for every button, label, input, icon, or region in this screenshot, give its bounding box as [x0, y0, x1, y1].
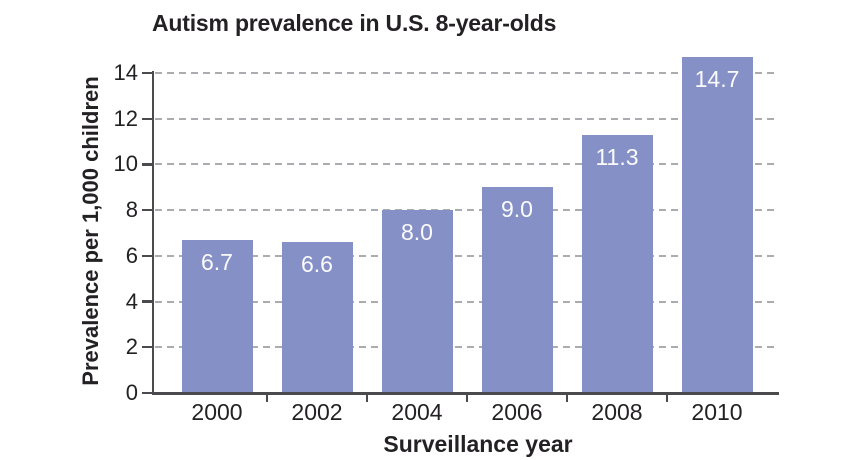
y-axis-tick-label: 14 — [113, 60, 138, 85]
x-axis-category-label: 2006 — [491, 399, 543, 425]
x-axis-tick — [565, 393, 569, 402]
gridline — [155, 209, 778, 212]
bar-value-label: 9.0 — [501, 196, 533, 223]
gridline — [155, 300, 778, 303]
x-axis-line — [151, 391, 779, 395]
x-axis-category-label: 2004 — [391, 399, 443, 425]
bar — [181, 239, 253, 393]
bar — [381, 210, 453, 393]
x-axis-category-label: 2010 — [691, 399, 743, 425]
gridline — [155, 254, 778, 257]
gridline — [155, 163, 778, 166]
bar-value-label: 6.6 — [301, 251, 333, 278]
y-axis-tick-label: 4 — [125, 288, 138, 314]
y-axis-tick — [142, 346, 153, 349]
x-axis-tick — [265, 393, 269, 402]
x-axis-category-label: 2008 — [591, 399, 643, 425]
y-axis-tick — [142, 208, 153, 212]
y-axis-tick-label: 12 — [113, 105, 138, 131]
gridline — [155, 346, 778, 349]
gridline — [155, 72, 778, 74]
bar-value-label: 11.3 — [595, 143, 639, 170]
y-axis-tick — [142, 391, 153, 395]
gridline — [155, 117, 778, 120]
x-axis-title: Surveillance year — [383, 431, 573, 457]
bar-value-label: 6.7 — [201, 248, 233, 275]
bar — [281, 242, 353, 393]
y-axis-tick-label: 2 — [125, 334, 138, 360]
y-axis-tick — [142, 163, 153, 166]
bar — [481, 187, 553, 393]
y-axis-tick — [142, 254, 153, 258]
x-axis-category-label: 2000 — [191, 399, 243, 425]
y-axis-tick-label: 6 — [125, 242, 138, 268]
y-axis-tick — [142, 300, 153, 303]
y-axis-tick — [142, 117, 153, 120]
x-axis-category-label: 2002 — [291, 399, 343, 425]
x-axis-tick — [665, 393, 669, 402]
bar-value-label: 8.0 — [401, 219, 433, 246]
bar — [681, 57, 753, 393]
chart-title: Autism prevalence in U.S. 8-year-olds — [152, 10, 557, 36]
y-axis-tick — [142, 71, 153, 75]
y-axis-tick-label: 0 — [125, 380, 138, 405]
bar-value-label: 14.7 — [694, 66, 740, 92]
y-axis-tick-label: 8 — [125, 197, 138, 223]
y-axis-tick-label: 10 — [113, 151, 138, 177]
x-axis-tick — [465, 393, 469, 402]
y-axis-line — [151, 71, 154, 395]
x-axis-tick — [365, 393, 369, 402]
bar — [581, 134, 653, 393]
